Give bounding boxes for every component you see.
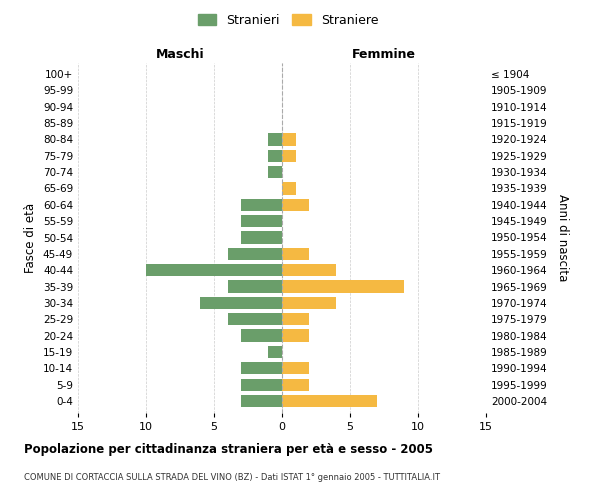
- Bar: [282, 264, 337, 276]
- Bar: [282, 248, 309, 260]
- Bar: [282, 198, 309, 211]
- Bar: [282, 150, 296, 162]
- Bar: [241, 378, 282, 391]
- Text: COMUNE DI CORTACCIA SULLA STRADA DEL VINO (BZ) - Dati ISTAT 1° gennaio 2005 - TU: COMUNE DI CORTACCIA SULLA STRADA DEL VIN…: [24, 472, 440, 482]
- Bar: [282, 313, 309, 326]
- Text: Popolazione per cittadinanza straniera per età e sesso - 2005: Popolazione per cittadinanza straniera p…: [24, 442, 433, 456]
- Bar: [241, 232, 282, 243]
- Bar: [282, 395, 377, 407]
- Bar: [227, 313, 282, 326]
- Y-axis label: Fasce di età: Fasce di età: [25, 202, 37, 272]
- Bar: [241, 215, 282, 228]
- Bar: [241, 330, 282, 342]
- Bar: [227, 280, 282, 292]
- Bar: [282, 330, 309, 342]
- Text: Femmine: Femmine: [352, 48, 416, 61]
- Bar: [268, 150, 282, 162]
- Text: Maschi: Maschi: [155, 48, 205, 61]
- Bar: [282, 362, 309, 374]
- Legend: Stranieri, Straniere: Stranieri, Straniere: [193, 8, 383, 32]
- Bar: [241, 198, 282, 211]
- Bar: [200, 297, 282, 309]
- Bar: [282, 280, 404, 292]
- Bar: [241, 362, 282, 374]
- Bar: [268, 166, 282, 178]
- Bar: [268, 346, 282, 358]
- Bar: [241, 395, 282, 407]
- Bar: [282, 297, 337, 309]
- Bar: [146, 264, 282, 276]
- Bar: [282, 182, 296, 194]
- Y-axis label: Anni di nascita: Anni di nascita: [556, 194, 569, 281]
- Bar: [227, 248, 282, 260]
- Bar: [282, 378, 309, 391]
- Bar: [282, 133, 296, 145]
- Bar: [268, 133, 282, 145]
